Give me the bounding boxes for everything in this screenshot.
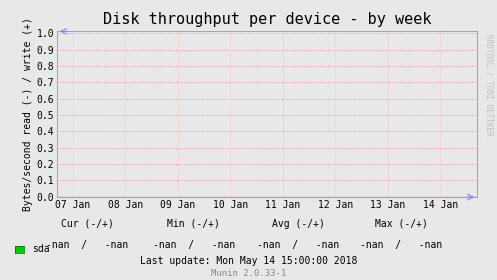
Text: -nan  /   -nan: -nan / -nan xyxy=(257,240,339,250)
Text: Min (-/+): Min (-/+) xyxy=(167,219,220,229)
Text: sda: sda xyxy=(32,244,50,254)
Text: RRDTOOL / TOBI OETIKER: RRDTOOL / TOBI OETIKER xyxy=(485,34,494,135)
Text: Avg (-/+): Avg (-/+) xyxy=(272,219,325,229)
Text: Munin 2.0.33-1: Munin 2.0.33-1 xyxy=(211,269,286,278)
Text: Cur (-/+): Cur (-/+) xyxy=(61,219,113,229)
Text: -nan  /   -nan: -nan / -nan xyxy=(153,240,235,250)
Title: Disk throughput per device - by week: Disk throughput per device - by week xyxy=(103,12,431,27)
Text: -nan  /   -nan: -nan / -nan xyxy=(46,240,128,250)
Text: Last update: Mon May 14 15:00:00 2018: Last update: Mon May 14 15:00:00 2018 xyxy=(140,256,357,266)
Y-axis label: Bytes/second read (-) / write (+): Bytes/second read (-) / write (+) xyxy=(22,17,33,211)
Text: Max (-/+): Max (-/+) xyxy=(375,219,428,229)
Text: -nan  /   -nan: -nan / -nan xyxy=(360,240,443,250)
